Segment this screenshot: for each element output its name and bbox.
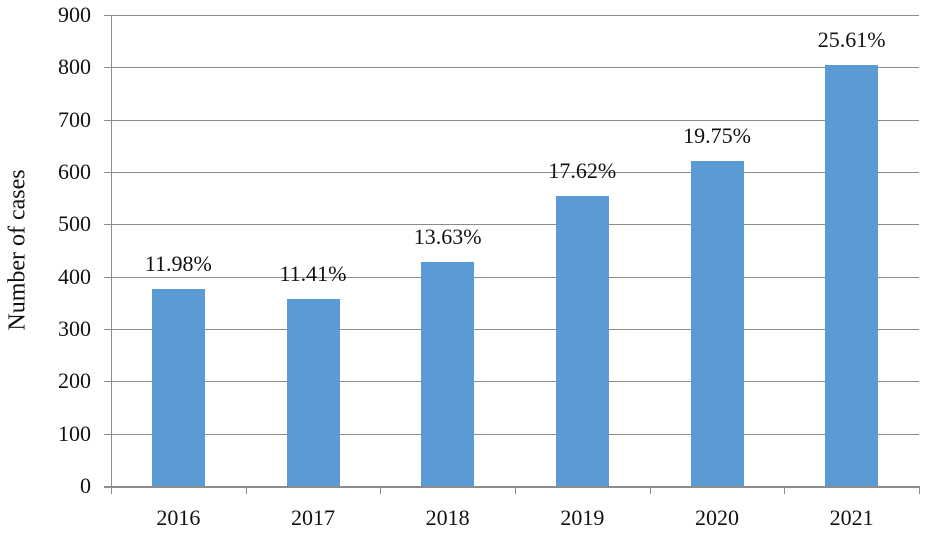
- x-tick-mark: [380, 486, 382, 494]
- gridline: [104, 67, 919, 69]
- x-tick-label: 2016: [156, 505, 201, 530]
- x-tick-label: 2017: [291, 505, 335, 530]
- gridline: [104, 433, 919, 435]
- gridline: [104, 119, 919, 121]
- y-tick-label: 900: [58, 2, 91, 27]
- bar-2021: [825, 64, 879, 486]
- x-tick-mark: [919, 486, 920, 494]
- x-tick-mark: [784, 486, 786, 494]
- y-tick-label: 100: [58, 420, 91, 446]
- x-tick-label: 2019: [560, 505, 605, 530]
- gridline: [104, 381, 919, 383]
- x-tick-mark: [111, 486, 112, 494]
- bar-2016: [151, 289, 205, 486]
- data-label: 13.63%: [413, 224, 482, 249]
- y-tick-label: 200: [58, 368, 91, 394]
- gridline: [104, 172, 919, 173]
- y-tick-label: 800: [58, 54, 91, 80]
- y-tick-label: 400: [58, 263, 91, 289]
- data-label: 11.41%: [279, 260, 347, 286]
- bar-2018: [421, 262, 475, 486]
- y-tick-label: 500: [58, 211, 91, 237]
- y-axis-line: [111, 15, 112, 487]
- y-tick-label: 300: [58, 316, 91, 341]
- x-tick-mark: [515, 486, 516, 494]
- bar-2017: [286, 298, 340, 486]
- y-axis-label: Number of cases: [4, 169, 31, 331]
- data-label: 25.61%: [817, 26, 886, 52]
- x-tick-label: 2020: [695, 505, 739, 530]
- x-tick-mark: [649, 486, 651, 494]
- x-tick-label: 2021: [829, 505, 874, 530]
- gridline: [104, 329, 919, 330]
- gridline: [104, 15, 919, 16]
- x-axis-line: [104, 486, 919, 488]
- gridline: [104, 224, 919, 226]
- y-tick-label: 700: [58, 106, 91, 132]
- gridline: [104, 276, 919, 278]
- data-label: 11.98%: [144, 251, 212, 277]
- data-label: 19.75%: [683, 123, 751, 148]
- data-label: 17.62%: [548, 158, 617, 184]
- bar-2019: [555, 196, 609, 486]
- y-tick-label: 0: [80, 473, 91, 498]
- bar-2020: [690, 161, 744, 486]
- x-tick-mark: [245, 486, 247, 494]
- y-tick-label: 600: [58, 159, 91, 184]
- x-tick-label: 2018: [425, 505, 470, 530]
